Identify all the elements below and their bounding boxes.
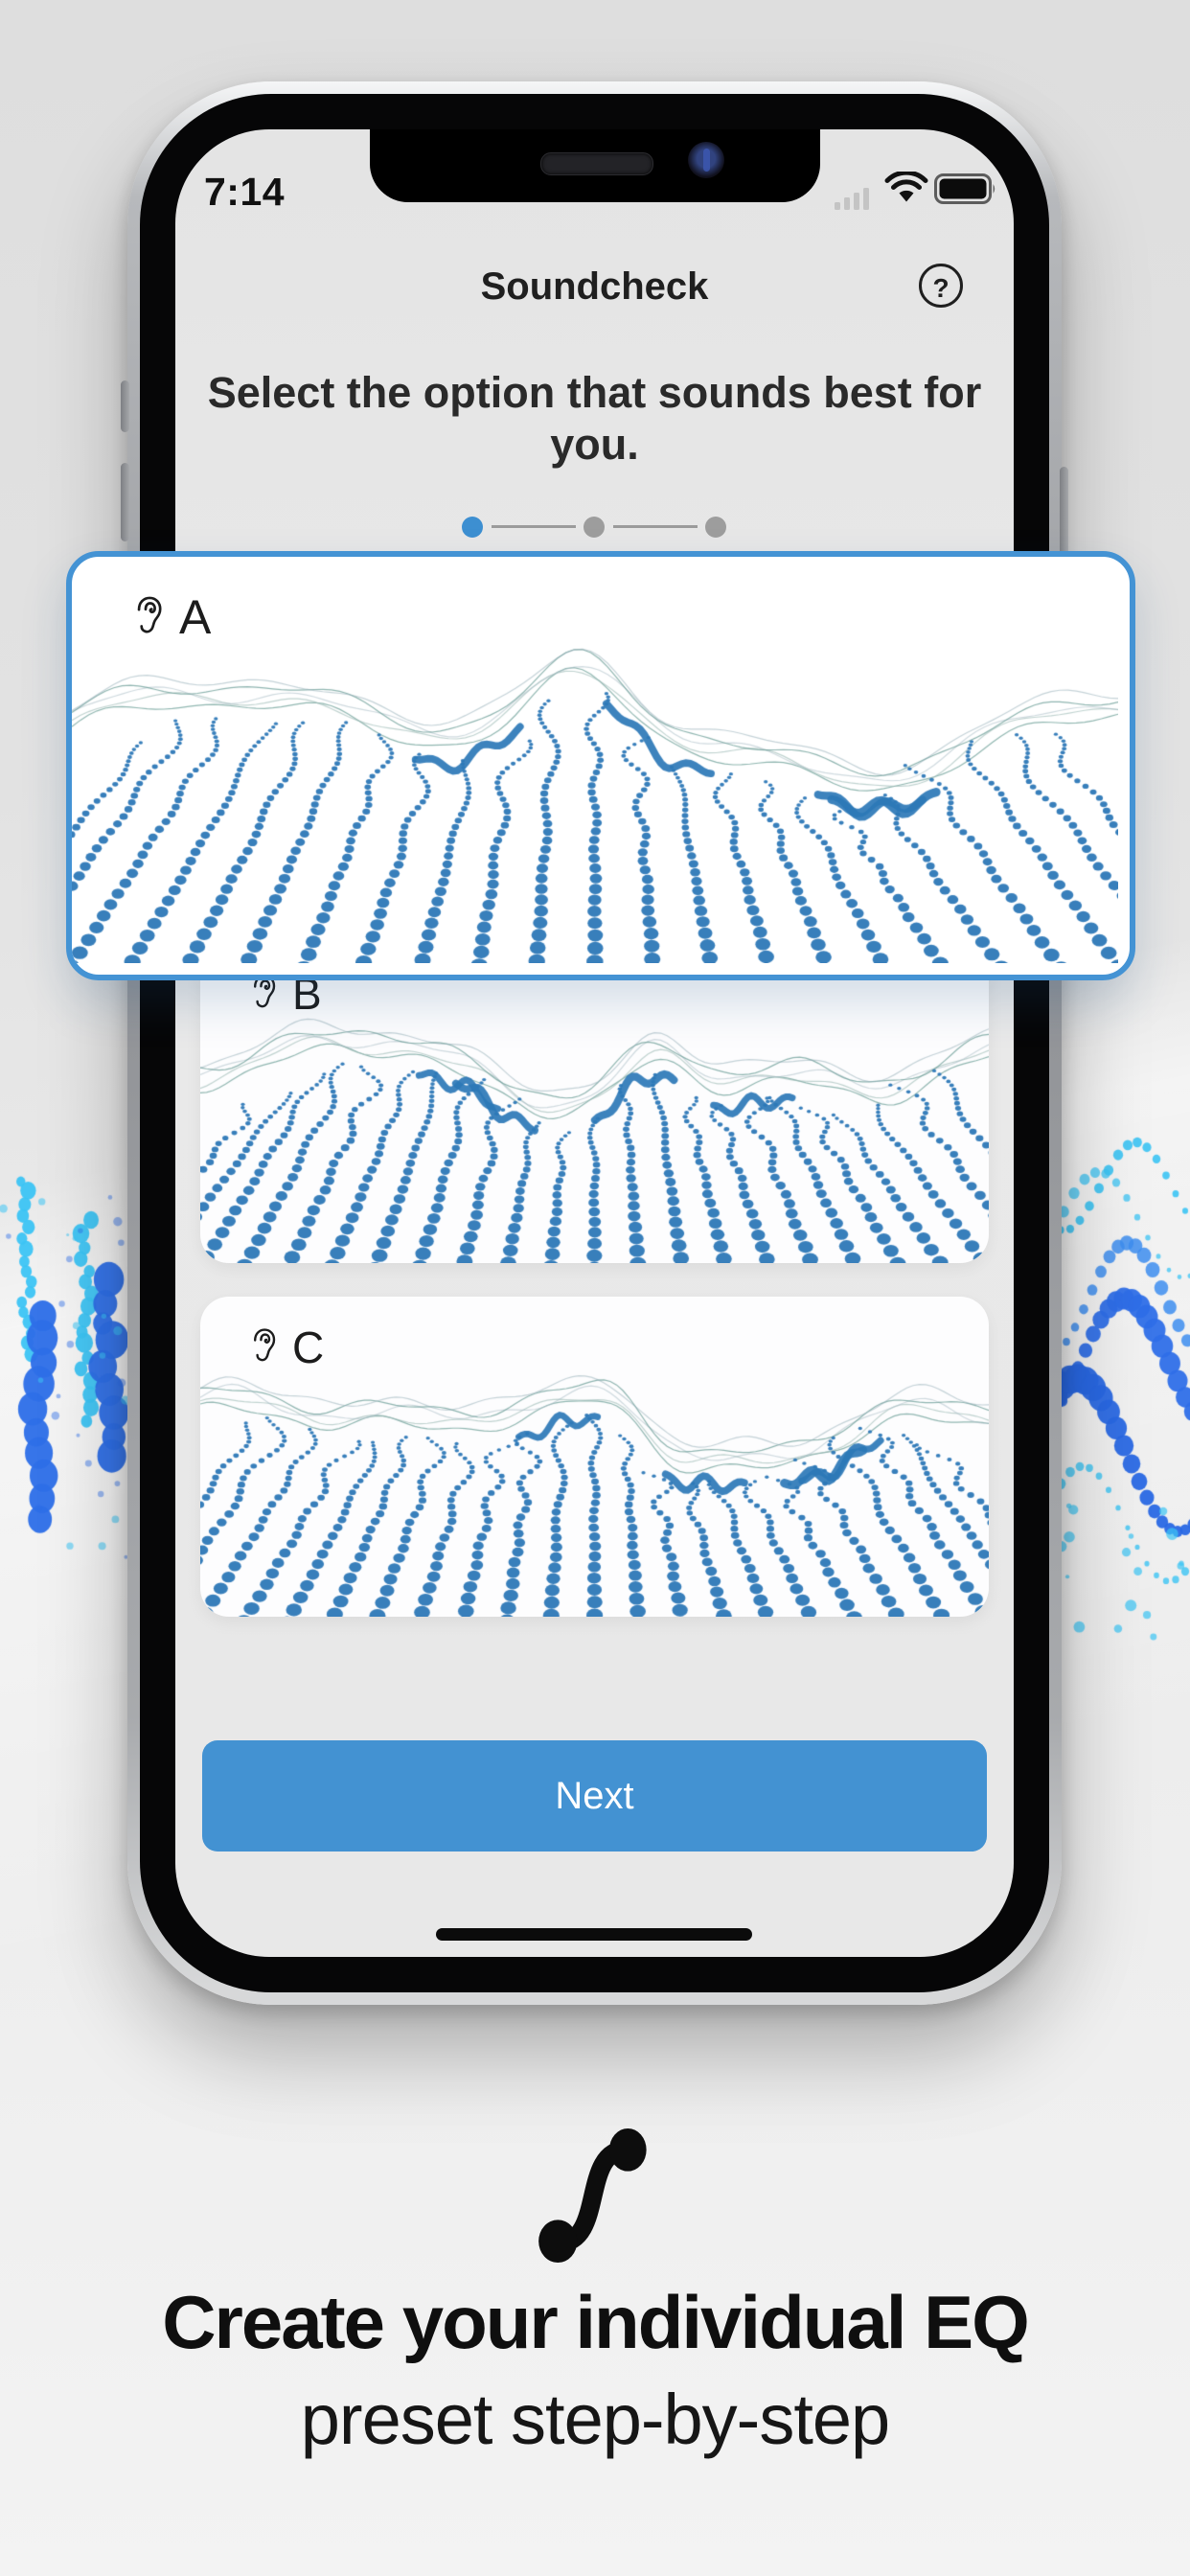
volume-up-button	[121, 463, 129, 541]
left-wave-decoration	[0, 1136, 144, 1596]
notch	[369, 129, 820, 202]
step-dot-3	[705, 517, 726, 538]
next-button[interactable]: Next	[202, 1740, 987, 1852]
eq-curve-icon	[538, 2128, 647, 2264]
step-line	[613, 525, 698, 528]
earpiece-speaker	[539, 152, 653, 175]
caption-subtitle: preset step-by-step	[300, 2380, 890, 2459]
help-button[interactable]: ?	[919, 264, 963, 308]
option-card-b[interactable]: B	[200, 943, 989, 1263]
phone-mockup: 7:14 Soundcheck ? Select the option that…	[121, 81, 1068, 2005]
silent-switch	[121, 380, 129, 432]
page-title: Soundcheck	[480, 265, 709, 308]
option-c-label: C	[250, 1322, 324, 1373]
option-card-a-selected[interactable]: A	[66, 551, 1135, 980]
waveform-b	[200, 1006, 989, 1263]
cellular-signal-icon	[835, 185, 877, 210]
ear-icon	[137, 596, 162, 633]
option-card-c[interactable]: C	[200, 1297, 989, 1617]
step-dot-2	[584, 517, 605, 538]
step-line	[492, 525, 576, 528]
caption-title: Create your individual EQ	[162, 2280, 1030, 2364]
right-wave-decoration	[1040, 1073, 1190, 1648]
power-button	[1060, 467, 1068, 610]
ear-icon	[254, 1328, 276, 1362]
battery-icon	[934, 173, 995, 204]
phone-screen: 7:14 Soundcheck ? Select the option that…	[175, 129, 1014, 1957]
instruction-text: Select the option that sounds best for y…	[207, 368, 982, 469]
home-indicator[interactable]	[436, 1928, 752, 1941]
option-a-label: A	[133, 589, 211, 645]
wifi-icon	[884, 172, 928, 202]
step-dot-1-active	[462, 517, 483, 538]
waveform-c	[200, 1360, 989, 1617]
status-time: 7:14	[204, 170, 286, 214]
front-camera	[687, 142, 724, 178]
waveform-a	[72, 641, 1118, 963]
